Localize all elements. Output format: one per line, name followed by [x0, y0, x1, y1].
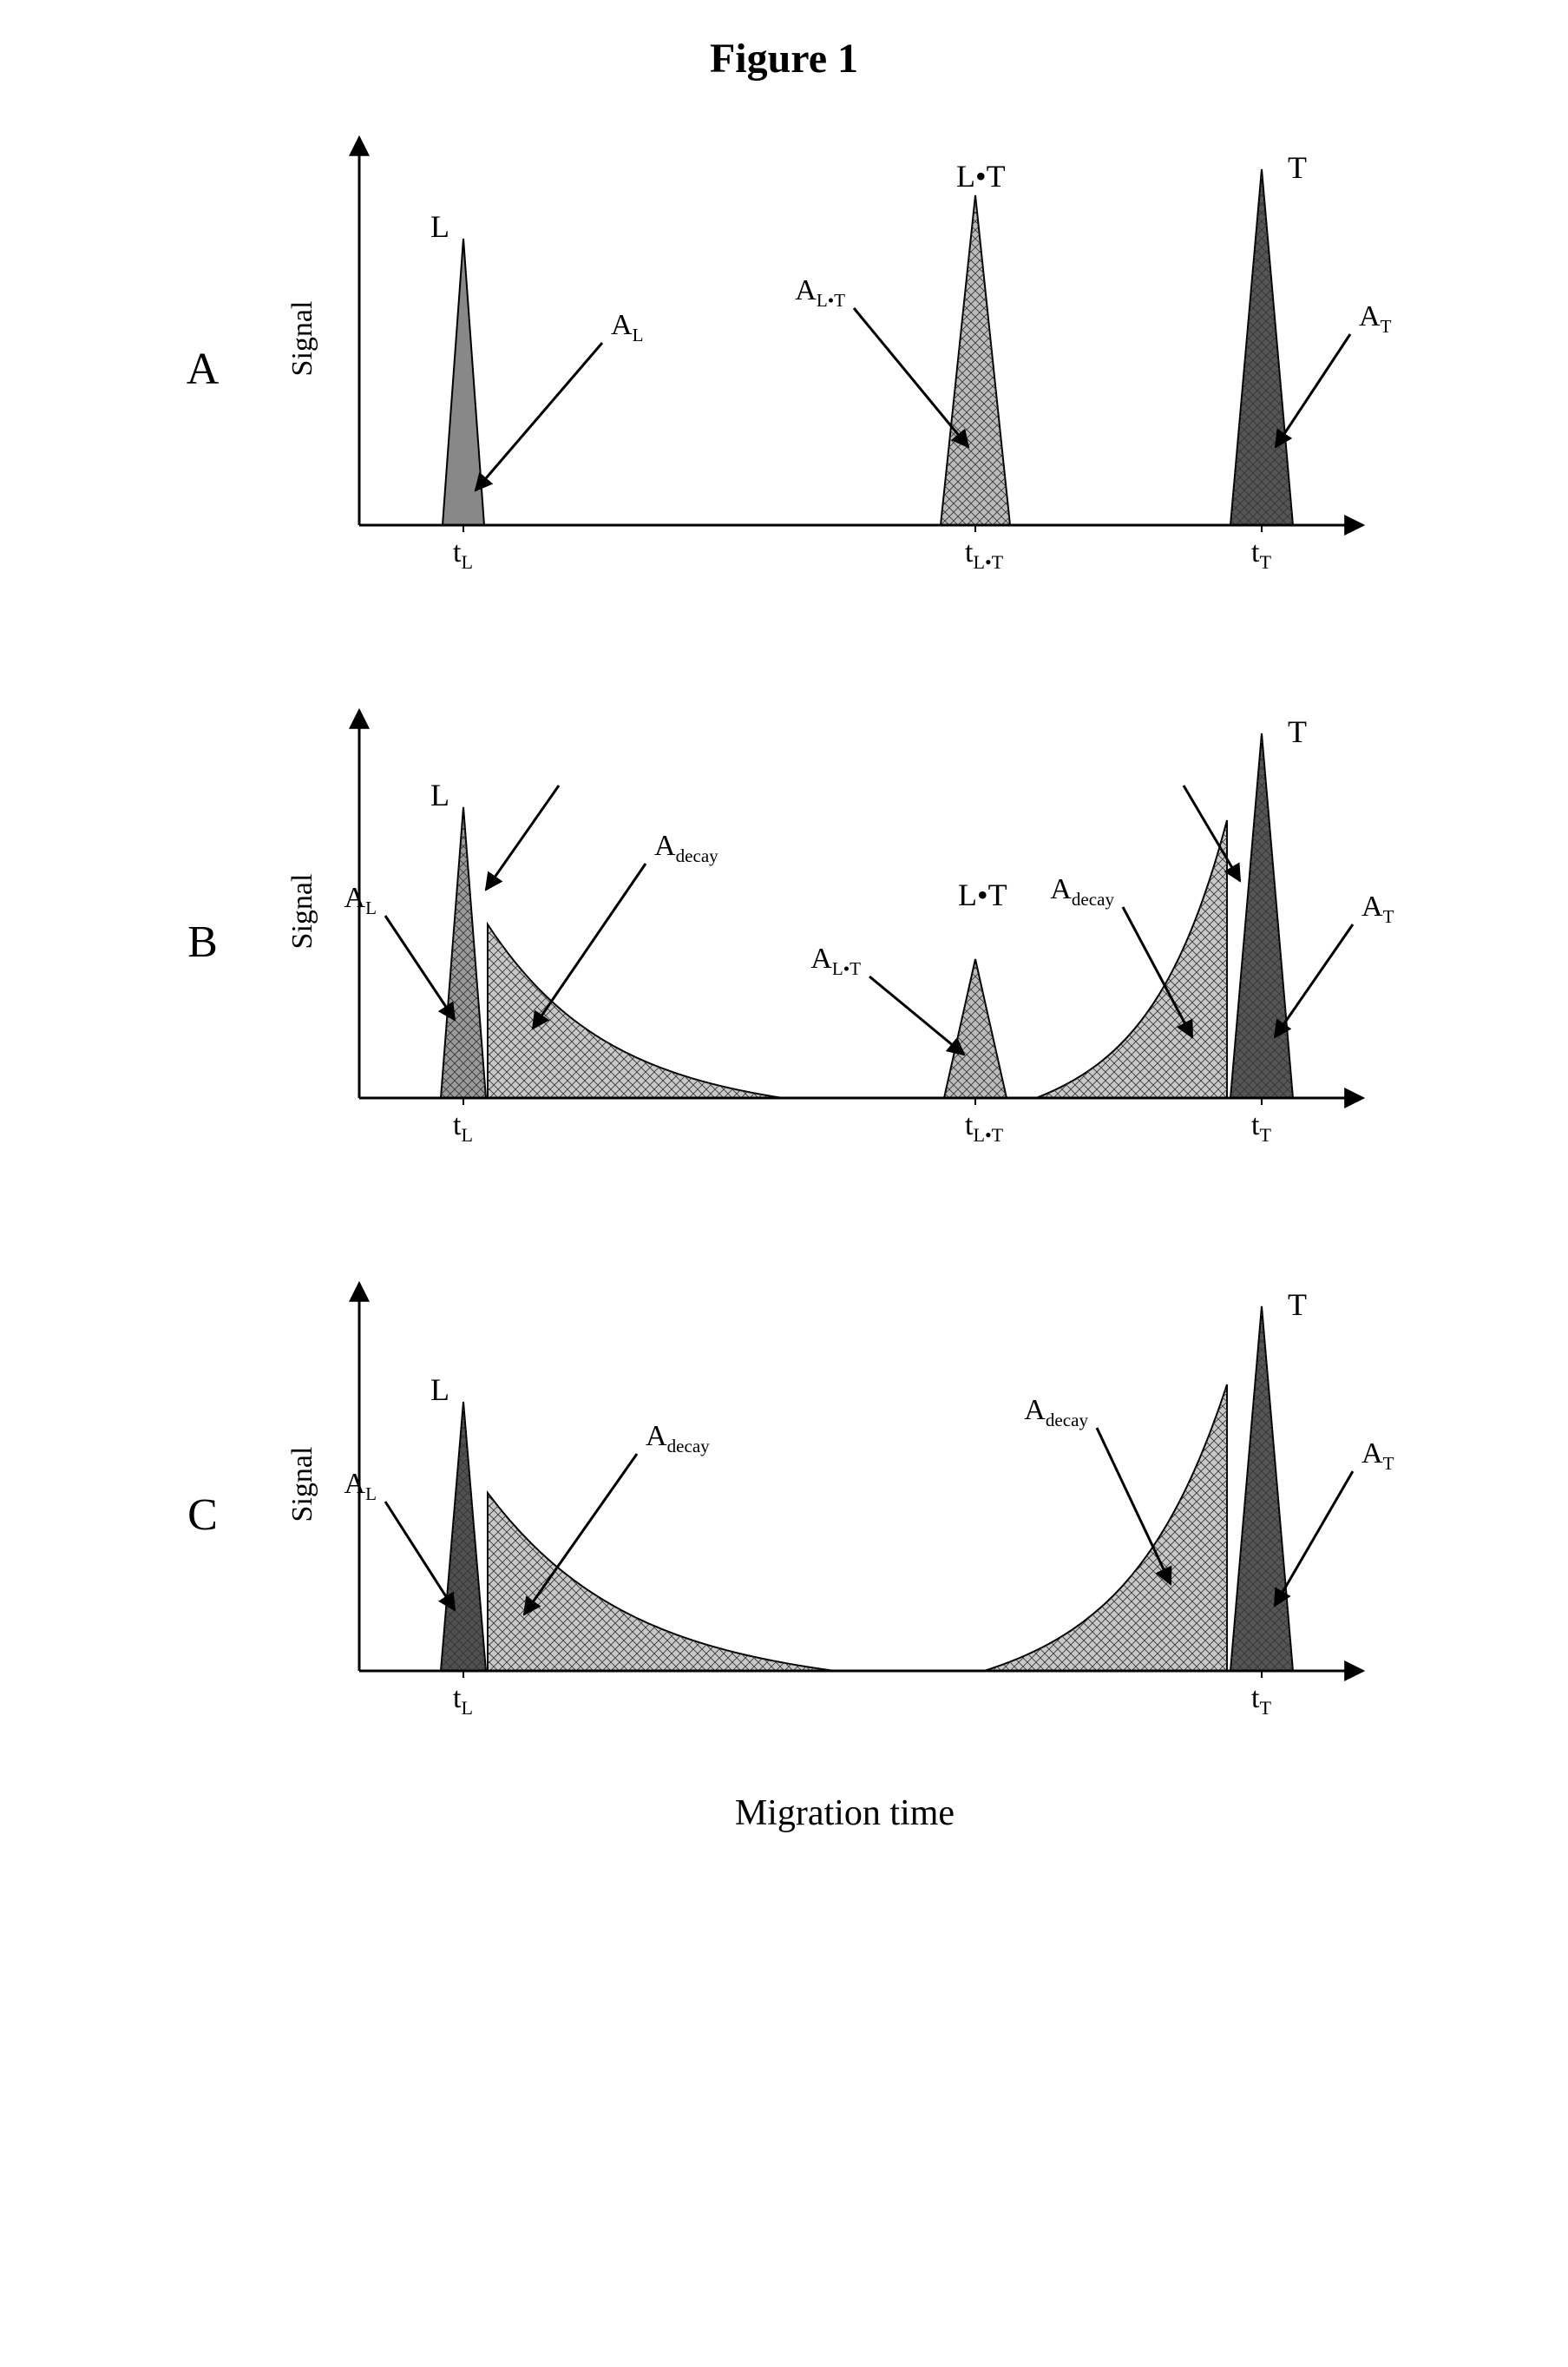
- annotation-arrow: [1097, 1428, 1171, 1584]
- L-peak-label: L: [430, 209, 449, 244]
- panel-C-chart: L T Signal tL tT AL Adecay Adecay AT: [272, 1263, 1401, 1766]
- panel-row-A: ALL•TTSignaltLtL•TtTALAL•TAT: [168, 117, 1401, 621]
- tick-label: tL: [453, 536, 473, 573]
- L-peak: [443, 239, 484, 525]
- tick-label: tT: [1251, 1682, 1271, 1719]
- L-peak: [441, 1402, 486, 1671]
- tick-label: tT: [1251, 536, 1271, 573]
- annotation-arrow: [533, 864, 646, 1029]
- area-label: AL•T: [810, 943, 861, 979]
- panel-B-chart: L L•T T Signal tL tL•T tT AL Adecay AL•T Adecay AT: [272, 690, 1401, 1193]
- annotation-arrow: [1275, 1471, 1353, 1606]
- T-peak-label: T: [1288, 150, 1307, 185]
- tick-label: tL•T: [965, 536, 1004, 573]
- T-peak: [1230, 169, 1293, 525]
- area-label: AT: [1361, 1437, 1394, 1474]
- area-label: AT: [1359, 300, 1392, 337]
- annotation-arrow: [476, 343, 602, 490]
- T-peak-label: T: [1288, 1287, 1307, 1322]
- area-label: Adecay: [654, 830, 718, 866]
- annotation-arrow: [854, 308, 968, 447]
- panel-label: A: [168, 344, 238, 395]
- area-label: AL: [611, 309, 643, 345]
- annotation-arrow: [1184, 786, 1240, 881]
- figure-title: Figure 1: [35, 35, 1533, 82]
- L-peak-label: L: [430, 1372, 449, 1407]
- panel-label: C: [168, 1489, 238, 1541]
- T-peak: [1230, 1306, 1293, 1671]
- T-decay: [984, 1384, 1227, 1671]
- area-label: AL: [344, 882, 376, 918]
- L-peak: [441, 807, 486, 1098]
- annotation-arrow: [385, 1502, 455, 1610]
- tick-label: tL: [453, 1682, 473, 1719]
- y-axis-label: Signal: [286, 874, 318, 950]
- annotation-arrow: [1276, 334, 1350, 447]
- x-axis-label: Migration time: [156, 1792, 1533, 1834]
- L-peak-label: L: [430, 778, 449, 812]
- T-peak-label: T: [1288, 714, 1307, 749]
- tick-label: tL: [453, 1109, 473, 1146]
- LT-peak: [944, 959, 1007, 1098]
- area-label: Adecay: [1050, 873, 1114, 910]
- LT-peak-label: L•T: [956, 159, 1006, 194]
- LT-peak: [941, 195, 1010, 525]
- annotation-arrow: [1275, 924, 1353, 1037]
- T-peak: [1230, 733, 1293, 1098]
- panels-container: ALL•TTSignaltLtL•TtTALAL•TATBLL•TTSignal…: [35, 117, 1533, 1766]
- area-label: Adecay: [646, 1420, 710, 1456]
- area-label: Adecay: [1024, 1394, 1088, 1430]
- panel-label: B: [168, 917, 238, 968]
- panel-A-chart: L L•T T Signal tL tL•T tT AL AL•T AT: [272, 117, 1401, 621]
- panel-row-C: C L T Signal tL tT AL Adecay Adecay AT: [168, 1263, 1401, 1766]
- L-decay: [488, 924, 783, 1098]
- annotation-arrow: [486, 786, 559, 890]
- y-axis-label: Signal: [286, 301, 318, 377]
- area-label: AT: [1361, 891, 1394, 927]
- area-label: AL: [344, 1468, 376, 1504]
- tick-label: tL•T: [965, 1109, 1004, 1146]
- area-label: AL•T: [795, 274, 845, 311]
- T-decay: [1036, 820, 1227, 1098]
- LT-peak-label: L•T: [958, 878, 1007, 912]
- tick-label: tT: [1251, 1109, 1271, 1146]
- L-decay: [488, 1493, 835, 1671]
- annotation-arrow: [869, 976, 964, 1055]
- panel-row-B: B L L•T T Signal tL tL•T tT AL Adecay AL•T Adecay AT: [168, 690, 1401, 1193]
- annotation-arrow: [385, 916, 455, 1020]
- y-axis-label: Signal: [286, 1447, 318, 1522]
